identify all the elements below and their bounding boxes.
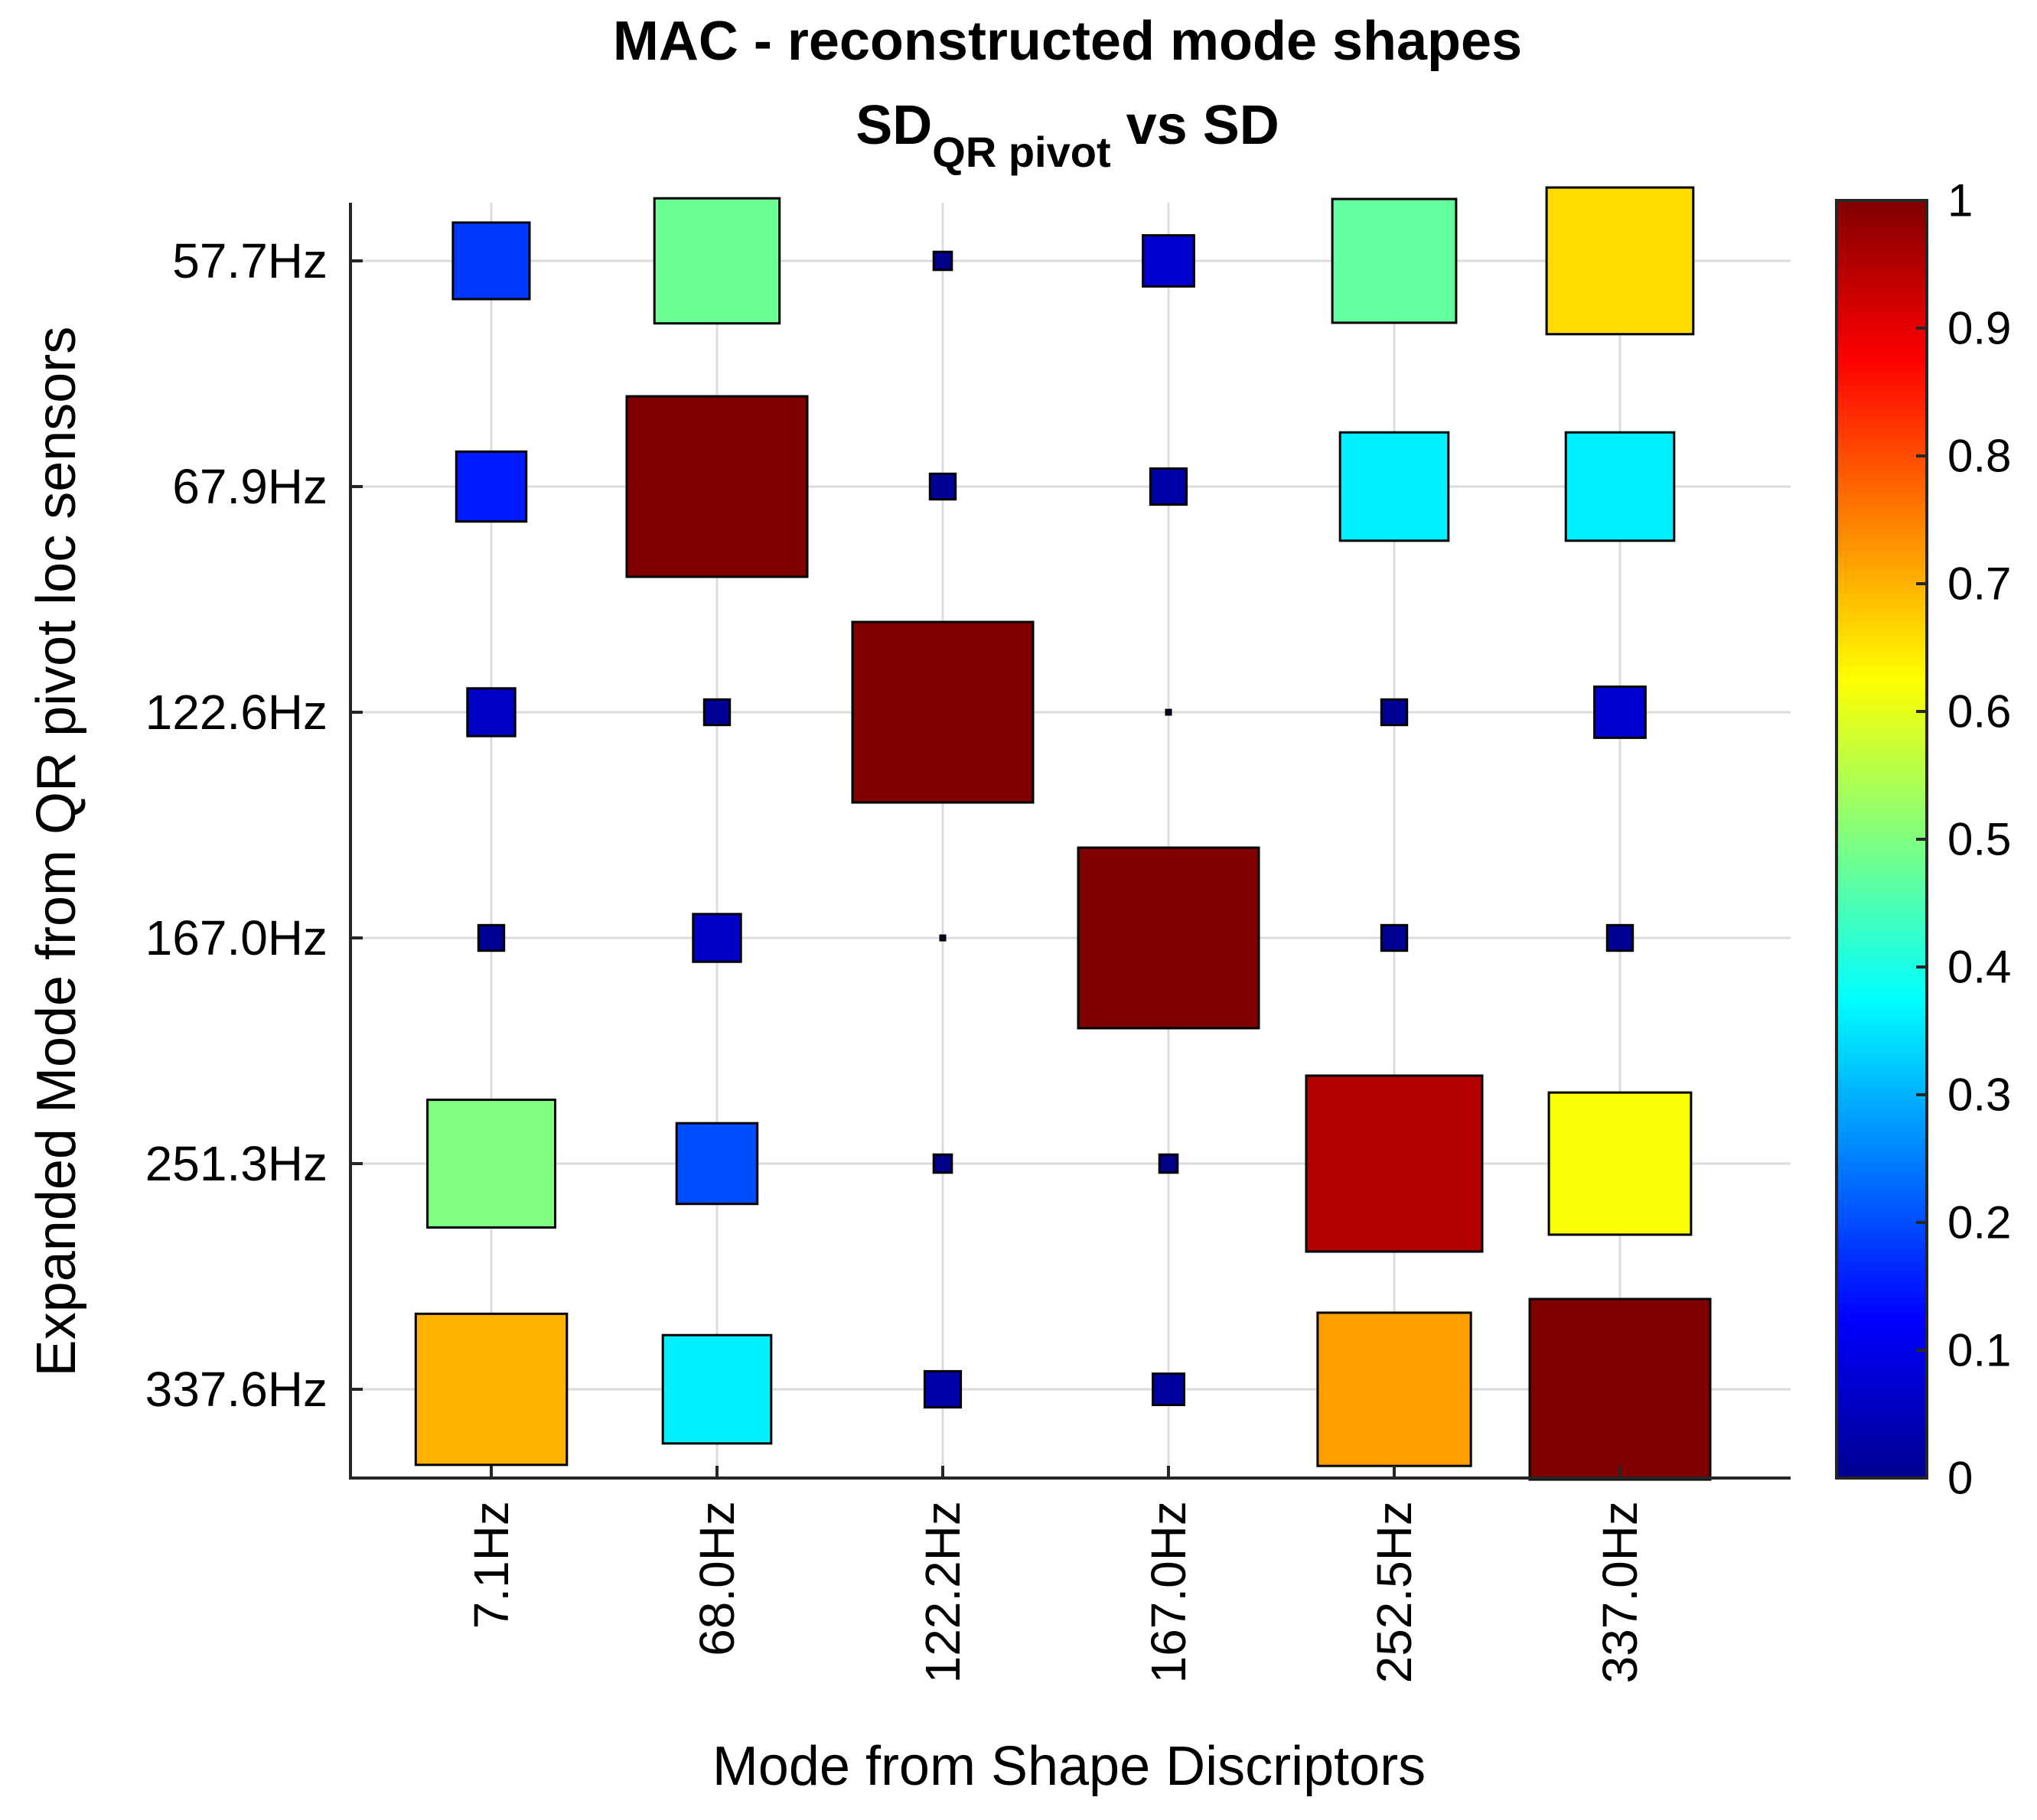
mac-cell-r4-c0 bbox=[426, 1099, 556, 1229]
x-tick-label-3: 167.0Hz bbox=[1141, 1501, 1196, 1683]
y-tick-label-0: 57.7Hz bbox=[172, 233, 328, 288]
colorbar-tick-label-8: 0.8 bbox=[1947, 431, 2011, 482]
y-tick-label-5: 337.6Hz bbox=[145, 1362, 328, 1417]
mac-cell-r5-c5 bbox=[1528, 1297, 1712, 1481]
x-tick-label-2: 122.2Hz bbox=[915, 1501, 970, 1683]
x-tick-label-0: 7.1Hz bbox=[464, 1501, 519, 1629]
x-axis-label: Mode from Shape Discriptors bbox=[712, 1736, 1426, 1797]
y-tick-label-4: 251.3Hz bbox=[145, 1136, 328, 1191]
mac-cell-r3-c0 bbox=[477, 923, 506, 952]
colorbar-tick-label-1: 0.1 bbox=[1947, 1325, 2011, 1376]
x-tick-label-5: 337.0Hz bbox=[1592, 1501, 1648, 1683]
colorbar-tick-label-2: 0.2 bbox=[1947, 1197, 2011, 1249]
subtitle-main: SD bbox=[856, 95, 932, 156]
mac-cell-r2-c1 bbox=[702, 698, 732, 727]
subtitle-tail: vs SD bbox=[1111, 95, 1279, 156]
mac-cell-r3-c4 bbox=[1380, 923, 1409, 952]
mac-cell-r5-c4 bbox=[1316, 1311, 1472, 1467]
mac-cell-r1-c5 bbox=[1564, 431, 1676, 542]
mac-cell-r4-c4 bbox=[1305, 1074, 1484, 1253]
colorbar-ticks: 0 0.1 0.2 0.3 0.4 0.5 0.6 0.7 0.8 0.9 1 bbox=[1916, 175, 2011, 1504]
colorbar bbox=[1835, 199, 1928, 1480]
mac-cell-r2-c3 bbox=[1165, 708, 1172, 716]
y-axis-label: Expanded Mode from QR pivot loc sensors bbox=[26, 327, 87, 1377]
chart-title: MAC - reconstructed mode shapes bbox=[613, 11, 1522, 72]
mac-cell-r3-c5 bbox=[1605, 923, 1634, 952]
subtitle-subscript: QR pivot bbox=[932, 128, 1110, 176]
mac-cell-r1-c3 bbox=[1149, 467, 1188, 506]
mac-cell-r1-c1 bbox=[625, 395, 809, 578]
colorbar-tick-label-9: 0.9 bbox=[1947, 303, 2011, 354]
mac-cell-r1-c4 bbox=[1338, 431, 1450, 542]
mac-cell-r5-c3 bbox=[1152, 1372, 1185, 1406]
mac-cell-r5-c1 bbox=[661, 1333, 773, 1445]
mac-cell-r0-c4 bbox=[1331, 197, 1458, 324]
plot-axes bbox=[349, 203, 1791, 1480]
mac-cell-r4-c2 bbox=[932, 1153, 953, 1174]
colorbar-tick-label-7: 0.7 bbox=[1947, 558, 2011, 610]
mac-cell-r1-c2 bbox=[928, 472, 957, 501]
y-ticks: 57.7Hz 67.9Hz 122.6Hz 167.0Hz 251.3Hz 337.6Hz bbox=[145, 233, 363, 1417]
mac-cell-r2-c0 bbox=[466, 687, 517, 737]
mac-cell-r0-c0 bbox=[451, 221, 531, 301]
grid bbox=[350, 203, 1791, 1478]
mac-cell-r4-c3 bbox=[1158, 1153, 1179, 1174]
colorbar-tick-label-0: 0 bbox=[1947, 1453, 1973, 1504]
x-tick-label-1: 68.0Hz bbox=[689, 1501, 745, 1656]
mac-cell-r1-c0 bbox=[455, 450, 528, 523]
mac-cell-r5-c0 bbox=[414, 1312, 569, 1467]
mac-cell-r2-c2 bbox=[851, 620, 1035, 804]
mac-cell-r2-c4 bbox=[1380, 698, 1409, 727]
x-tick-label-4: 252.5Hz bbox=[1367, 1501, 1422, 1683]
mac-cell-r0-c5 bbox=[1545, 186, 1695, 336]
chart-subtitle: SDQR pivot vs SD bbox=[856, 95, 1279, 176]
mac-cell-r0-c1 bbox=[653, 197, 781, 325]
y-tick-label-1: 67.9Hz bbox=[172, 459, 328, 514]
x-ticks: 7.1Hz 68.0Hz 122.2Hz 167.0Hz 252.5Hz 337.0Hz bbox=[464, 1466, 1648, 1683]
mac-cell-r4-c5 bbox=[1547, 1091, 1693, 1236]
y-tick-label-3: 167.0Hz bbox=[145, 910, 328, 965]
colorbar-tick-label-3: 0.3 bbox=[1947, 1070, 2011, 1121]
mac-cell-r2-c5 bbox=[1593, 685, 1647, 739]
mac-cell-r3-c1 bbox=[692, 913, 742, 963]
mac-cell-r0-c2 bbox=[932, 250, 953, 272]
colorbar-tick-label-6: 0.6 bbox=[1947, 686, 2011, 737]
colorbar-tick-label-5: 0.5 bbox=[1947, 814, 2011, 865]
y-tick-label-2: 122.6Hz bbox=[145, 685, 328, 740]
mac-cell-r5-c2 bbox=[923, 1369, 963, 1409]
colorbar-tick-label-10: 1 bbox=[1947, 175, 1973, 226]
colorbar-tick-label-4: 0.4 bbox=[1947, 942, 2011, 993]
cells bbox=[414, 186, 1712, 1481]
mac-cell-r0-c3 bbox=[1142, 234, 1195, 288]
mac-cell-r4-c1 bbox=[675, 1122, 759, 1206]
mac-cell-r3-c2 bbox=[939, 934, 947, 942]
mac-cell-r3-c3 bbox=[1077, 846, 1260, 1030]
